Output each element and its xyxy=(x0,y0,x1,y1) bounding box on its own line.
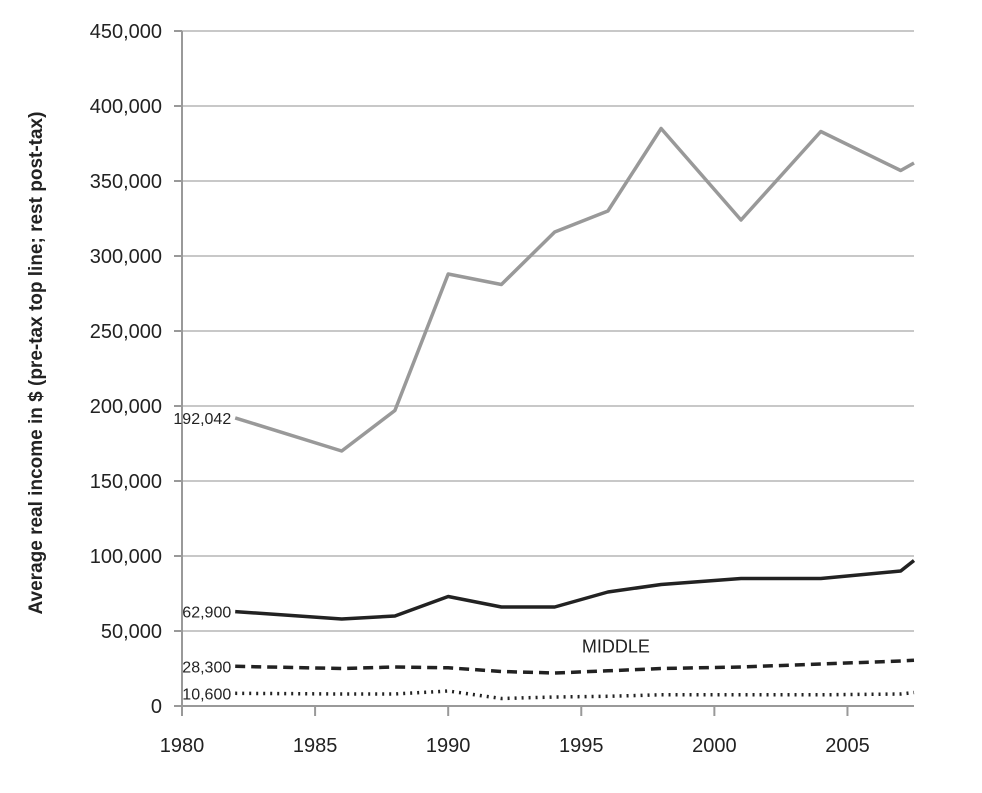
y-axis-label: Average real income in $ (pre-tax top li… xyxy=(26,112,47,615)
series-line-2 xyxy=(235,658,915,675)
series-start-label: 192,042 xyxy=(173,411,231,428)
x-tick-label: 1985 xyxy=(293,735,338,757)
y-tick-label: 100,000 xyxy=(90,546,162,568)
series-line-1 xyxy=(235,559,916,621)
y-tick-label: 200,000 xyxy=(90,396,162,418)
series-line-0 xyxy=(234,126,915,453)
x-tick-label: 1980 xyxy=(160,735,205,757)
series-labels: 192,042 62,900 28,300 MIDDLE 10,600 xyxy=(173,411,649,703)
x-tick-labels: 1980 1985 1990 1995 2000 2005 xyxy=(160,735,870,757)
series-name-label: MIDDLE xyxy=(582,636,650,656)
series-start-label: 28,300 xyxy=(182,659,231,676)
x-tick-label: 2005 xyxy=(825,735,870,757)
y-tick-label: 450,000 xyxy=(90,21,162,43)
series-start-label: 62,900 xyxy=(182,605,231,622)
y-tick-labels: 0 50,000 100,000 150,000 200,000 250,000 300,0… xyxy=(90,21,162,718)
x-tick-label: 1990 xyxy=(426,735,471,757)
x-tick-label: 1995 xyxy=(559,735,604,757)
y-tick-label: 250,000 xyxy=(90,321,162,343)
gridlines xyxy=(182,30,914,632)
series-start-label: 10,600 xyxy=(182,686,231,703)
y-tick-label: 300,000 xyxy=(90,246,162,268)
y-tick-label: 400,000 xyxy=(90,96,162,118)
axes xyxy=(174,30,914,716)
x-tick-label: 2000 xyxy=(692,735,737,757)
series-line-3 xyxy=(235,689,915,701)
y-tick-label: 50,000 xyxy=(101,621,162,643)
y-tick-label: 0 xyxy=(151,696,162,718)
y-tick-label: 150,000 xyxy=(90,471,162,493)
series-lines xyxy=(234,126,916,701)
y-tick-label: 350,000 xyxy=(90,171,162,193)
